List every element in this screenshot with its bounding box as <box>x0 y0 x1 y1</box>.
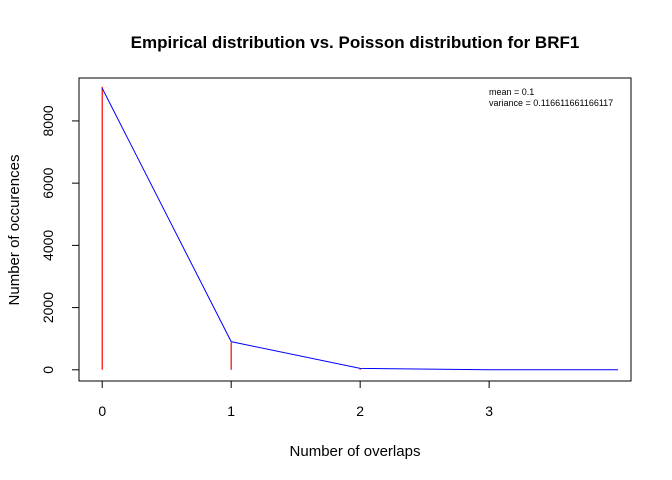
mean-annotation: mean = 0.1 <box>489 87 534 97</box>
chart-title: Empirical distribution vs. Poisson distr… <box>131 33 580 52</box>
y-tick-label: 2000 <box>40 292 56 323</box>
x-tick-label: 0 <box>98 403 106 419</box>
x-axis: 0 1 2 3 <box>98 380 493 419</box>
y-axis: 0 2000 4000 6000 8000 <box>40 105 80 374</box>
y-tick-label: 6000 <box>40 167 56 198</box>
y-tick-label: 4000 <box>40 230 56 261</box>
y-tick-label: 0 <box>40 366 56 374</box>
x-tick-label: 2 <box>356 403 364 419</box>
series-layer <box>101 86 619 371</box>
plot-frame <box>78 77 632 382</box>
y-axis-label: Number of occurences <box>6 155 23 306</box>
poisson-line <box>101 88 619 371</box>
x-axis-label: Number of overlaps <box>290 443 421 460</box>
x-tick-label: 3 <box>485 403 493 419</box>
variance-annotation: variance = 0.116611661166117 <box>489 98 613 108</box>
x-tick-label: 1 <box>227 403 235 419</box>
y-tick-label: 8000 <box>40 105 56 136</box>
